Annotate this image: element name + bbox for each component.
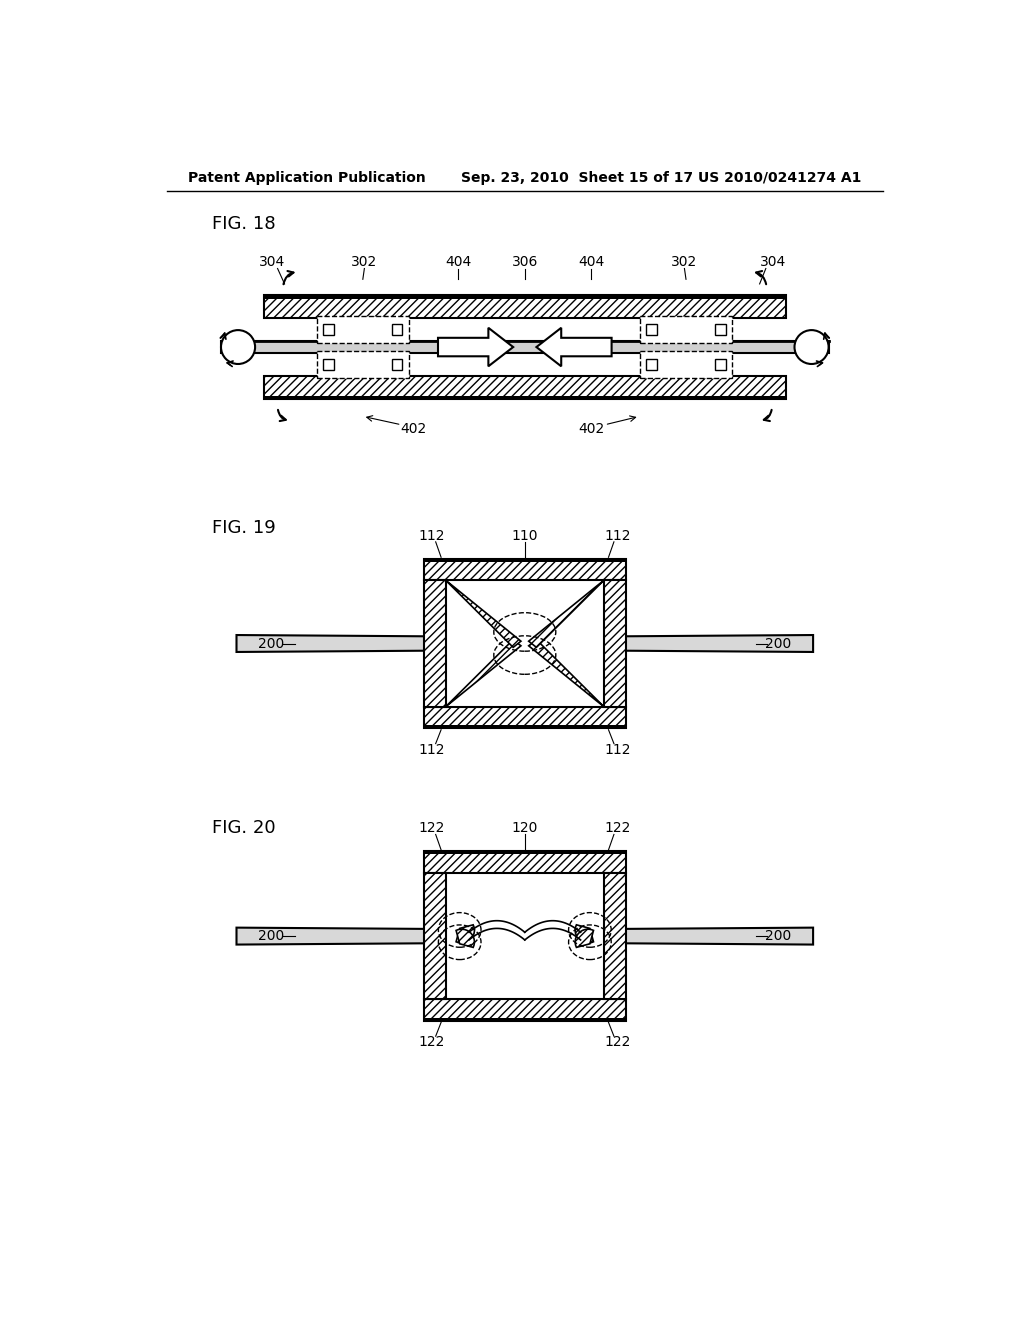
Text: 122: 122 <box>419 1035 445 1049</box>
Bar <box>424 851 626 854</box>
FancyArrow shape <box>438 327 513 367</box>
Bar <box>317 317 409 343</box>
Bar <box>640 317 732 343</box>
Text: 112: 112 <box>604 743 631 756</box>
Text: 122: 122 <box>604 1035 631 1049</box>
Text: 402: 402 <box>579 421 604 436</box>
Bar <box>317 351 409 378</box>
Polygon shape <box>445 581 521 647</box>
Polygon shape <box>237 928 467 945</box>
Polygon shape <box>445 640 521 706</box>
Bar <box>715 359 726 370</box>
Bar <box>445 581 604 706</box>
Bar <box>424 558 626 581</box>
Circle shape <box>221 330 255 364</box>
Text: 304: 304 <box>259 255 286 269</box>
Text: Patent Application Publication: Patent Application Publication <box>188 170 426 185</box>
Text: 122: 122 <box>604 821 631 836</box>
Text: 402: 402 <box>400 421 426 436</box>
FancyArrow shape <box>537 327 611 367</box>
Text: 110: 110 <box>512 529 538 543</box>
Bar <box>424 725 626 729</box>
Polygon shape <box>583 928 813 945</box>
Text: 112: 112 <box>419 529 445 543</box>
Text: 302: 302 <box>672 255 697 269</box>
Text: 120: 120 <box>512 821 538 836</box>
Bar <box>424 999 626 1020</box>
Text: 122: 122 <box>419 821 445 836</box>
Polygon shape <box>528 640 604 706</box>
Bar <box>424 558 626 562</box>
Bar <box>263 376 786 400</box>
Text: 200: 200 <box>258 929 285 942</box>
Polygon shape <box>575 925 594 942</box>
Text: FIG. 19: FIG. 19 <box>212 519 275 537</box>
Bar <box>646 359 657 370</box>
Bar <box>424 851 626 873</box>
Text: 112: 112 <box>604 529 631 543</box>
Bar <box>263 396 786 400</box>
Bar <box>424 1018 626 1020</box>
Text: 112: 112 <box>419 743 445 756</box>
Bar <box>263 294 786 298</box>
Text: FIG. 18: FIG. 18 <box>212 215 275 232</box>
Bar <box>221 341 828 354</box>
Text: 200: 200 <box>258 636 285 651</box>
Bar <box>424 873 445 999</box>
Circle shape <box>795 330 828 364</box>
Text: 304: 304 <box>760 255 786 269</box>
Bar <box>445 873 604 999</box>
Text: Sep. 23, 2010  Sheet 15 of 17: Sep. 23, 2010 Sheet 15 of 17 <box>461 170 693 185</box>
Text: US 2010/0241274 A1: US 2010/0241274 A1 <box>697 170 861 185</box>
Text: FIG. 20: FIG. 20 <box>212 820 275 837</box>
Text: 306: 306 <box>512 255 538 269</box>
Bar <box>324 325 334 335</box>
Polygon shape <box>583 635 813 652</box>
Text: 200: 200 <box>765 636 792 651</box>
Bar <box>424 581 445 706</box>
Polygon shape <box>456 929 474 948</box>
Bar <box>391 359 402 370</box>
Polygon shape <box>237 635 467 652</box>
Bar <box>604 581 626 706</box>
Bar <box>324 359 334 370</box>
Bar <box>604 873 626 999</box>
Bar <box>646 325 657 335</box>
Bar <box>391 325 402 335</box>
Bar <box>424 706 626 729</box>
Polygon shape <box>575 929 594 948</box>
Bar <box>263 294 786 318</box>
Text: 404: 404 <box>445 255 471 269</box>
Text: 302: 302 <box>351 255 378 269</box>
Bar <box>640 351 732 378</box>
Polygon shape <box>456 925 474 942</box>
Bar <box>715 325 726 335</box>
Text: 404: 404 <box>579 255 604 269</box>
Text: 200: 200 <box>765 929 792 942</box>
Polygon shape <box>528 581 604 647</box>
